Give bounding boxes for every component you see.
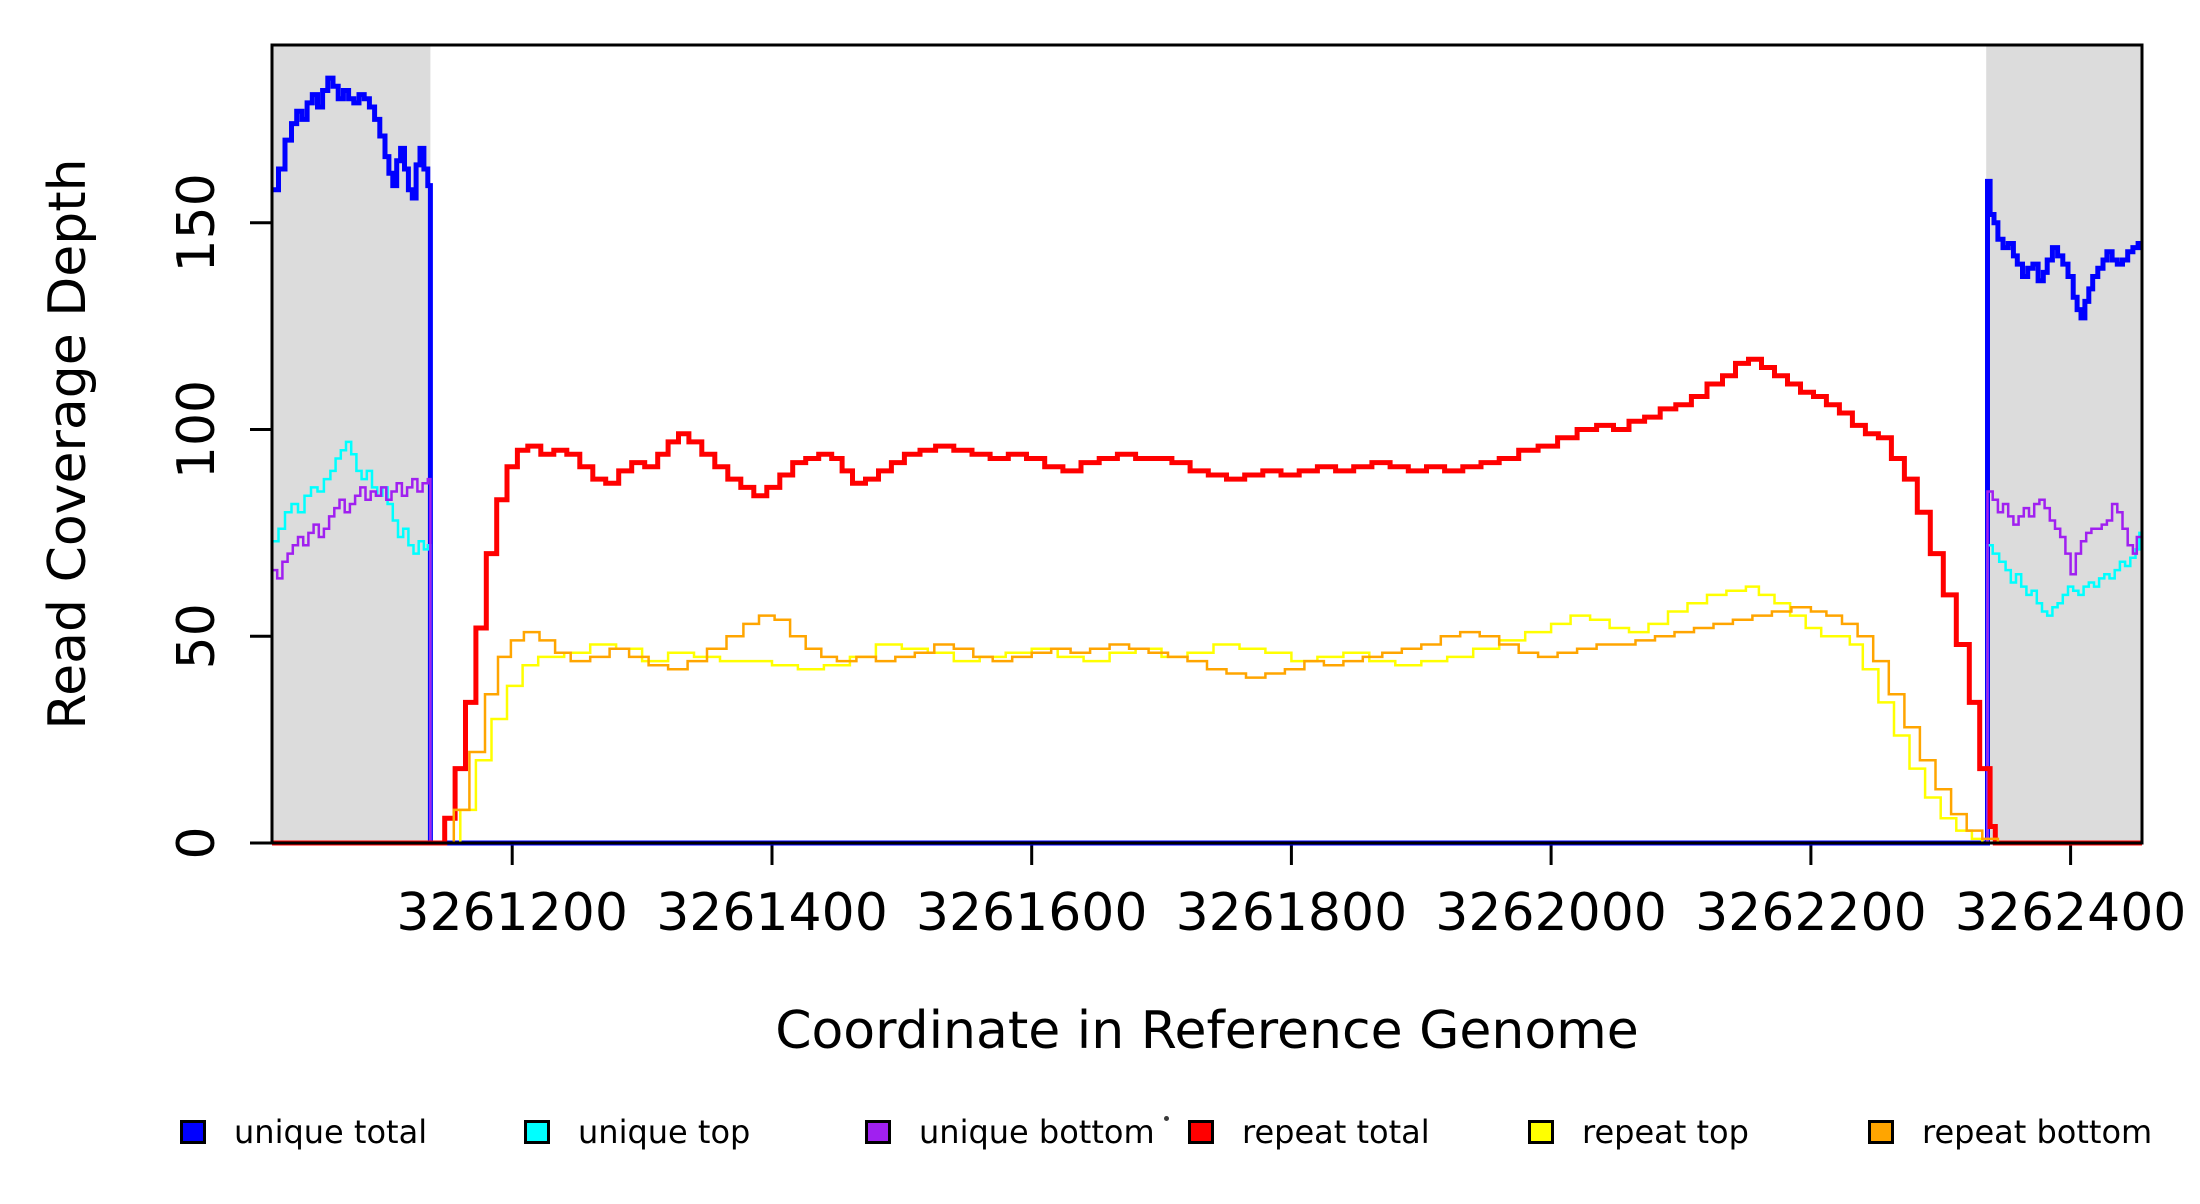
plot-frame [270, 43, 2144, 845]
series-repeat-bottom [272, 606, 2142, 845]
series-unique-top [272, 440, 2142, 845]
series-unique-total [272, 75, 2142, 846]
x-tick-label: 3262400 [1955, 883, 2187, 943]
x-tick-label: 3261600 [916, 883, 1148, 943]
x-tick-label: 3261800 [1176, 883, 1408, 943]
series-repeat-top [272, 585, 2142, 845]
y-axis: 0 50 100 150 [167, 173, 272, 860]
x-tick-label: 3262000 [1435, 883, 1667, 943]
y-tick-label: 0 [167, 826, 227, 859]
y-axis-title: Read Coverage Depth [38, 158, 98, 729]
plot-border [270, 43, 2144, 845]
y-tick-label: 50 [167, 603, 227, 669]
y-tick-label: 150 [167, 173, 227, 272]
x-tick-label: 3262200 [1695, 883, 1927, 943]
x-tick-label: 3261200 [396, 883, 628, 943]
series-lines [272, 75, 2144, 846]
series-repeat-total [272, 356, 2142, 846]
shaded-region [1986, 45, 2142, 843]
y-tick-label: 100 [167, 380, 227, 479]
x-axis-title: Coordinate in Reference Genome [775, 1001, 1639, 1061]
shaded-regions [272, 45, 2142, 843]
x-tick-label: 3261400 [656, 883, 888, 943]
x-axis: 3261200 3261400 3261600 3261800 3262000 32622… [396, 843, 2186, 943]
